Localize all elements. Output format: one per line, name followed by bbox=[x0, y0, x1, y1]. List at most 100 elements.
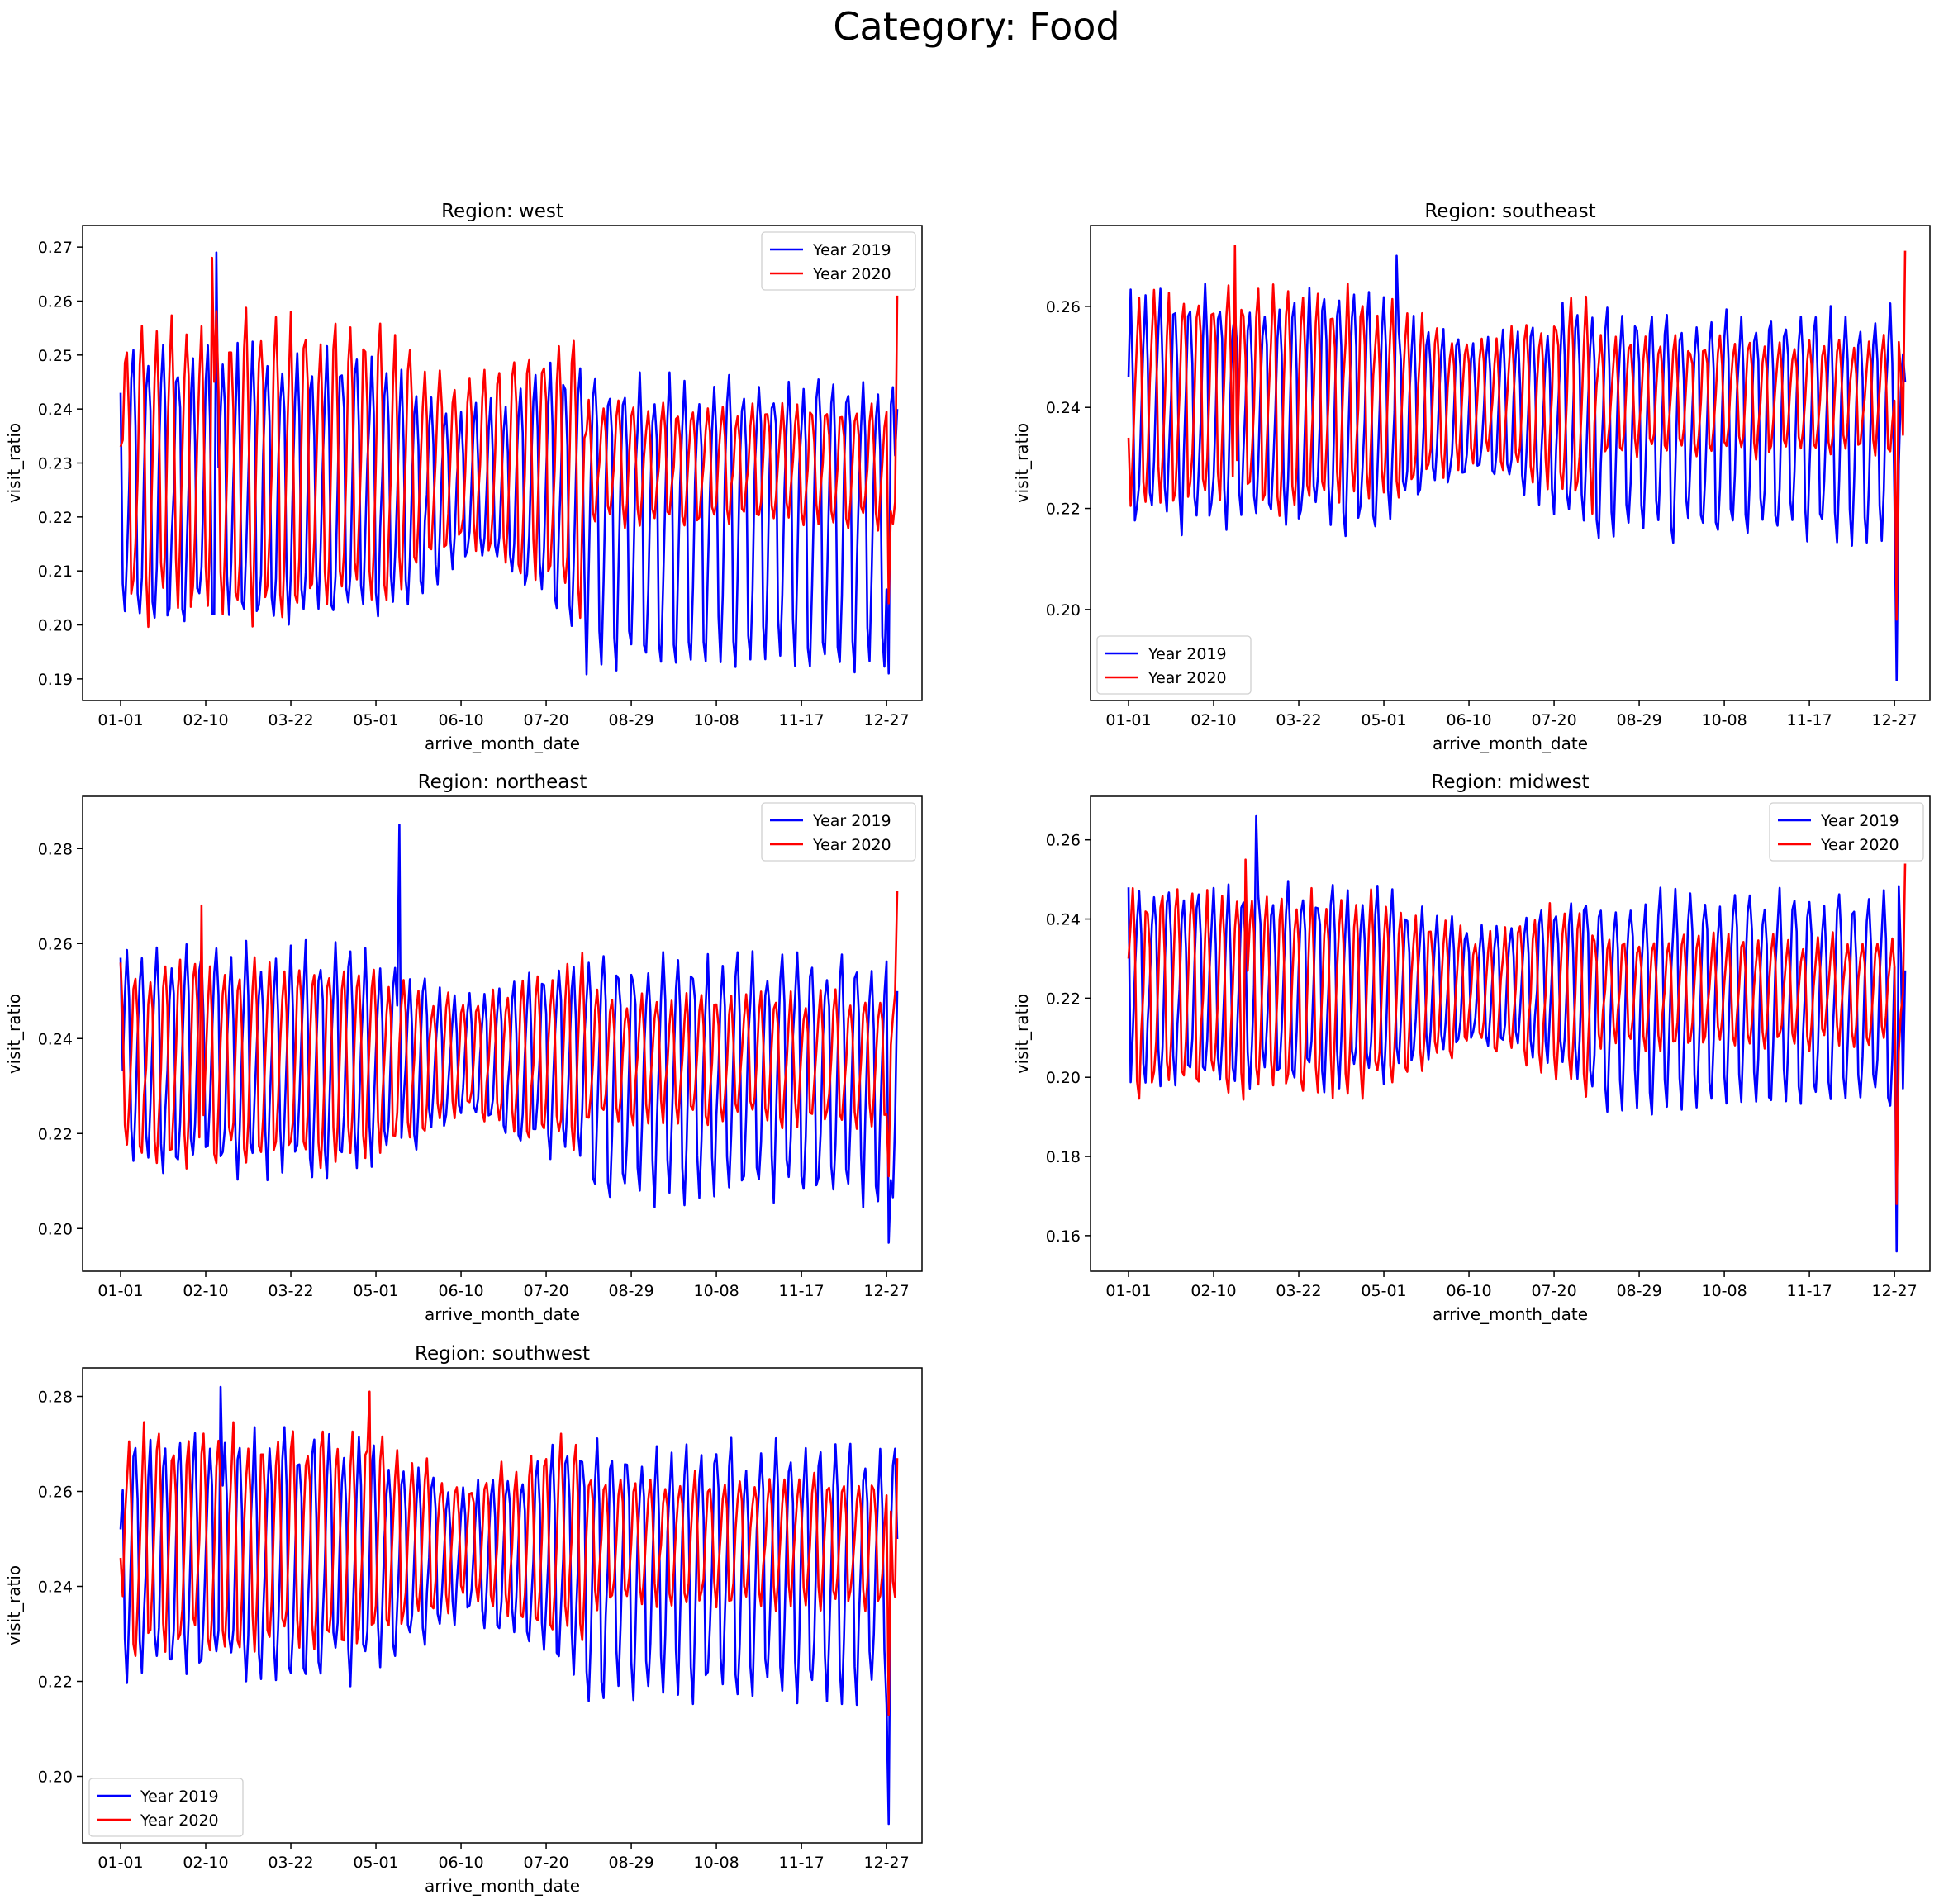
x-tick-label: 01-01 bbox=[97, 1854, 143, 1872]
y-tick-label: 0.26 bbox=[1046, 832, 1081, 850]
y-tick-label: 0.26 bbox=[38, 1484, 73, 1502]
y-tick-label: 0.21 bbox=[38, 563, 73, 581]
y-axis-label: visit_ratio bbox=[1012, 994, 1032, 1074]
series-line-year-2020 bbox=[1127, 245, 1907, 621]
x-tick-label: 06-10 bbox=[438, 1282, 483, 1300]
legend-label-year-2020: Year 2020 bbox=[812, 265, 891, 283]
x-tick-label: 07-20 bbox=[523, 1854, 568, 1872]
x-tick-label: 12-27 bbox=[864, 1854, 910, 1872]
y-tick-label: 0.27 bbox=[38, 239, 73, 257]
legend-box bbox=[1769, 802, 1924, 862]
x-tick-label: 05-01 bbox=[353, 711, 398, 729]
panel-title: Region: west bbox=[441, 201, 563, 222]
y-tick-label: 0.24 bbox=[1046, 911, 1081, 929]
legend-label-year-2019: Year 2019 bbox=[1820, 812, 1899, 830]
legend-box bbox=[1096, 635, 1252, 695]
x-tick-label: 10-08 bbox=[693, 1282, 739, 1300]
x-axis-label: arrive_month_date bbox=[425, 1876, 580, 1896]
legend-box bbox=[761, 231, 916, 291]
x-tick-label: 10-08 bbox=[693, 711, 739, 729]
y-tick-label: 0.18 bbox=[1046, 1148, 1081, 1166]
x-tick-label: 03-22 bbox=[268, 1282, 313, 1300]
x-tick-label: 05-01 bbox=[353, 1854, 398, 1872]
figure-suptitle: Category: Food bbox=[833, 4, 1119, 49]
panel-southwest: Region: southwest 0.20 0.22 0.24 0.26 0.28 01-… bbox=[4, 1343, 923, 1896]
legend-label-year-2019: Year 2019 bbox=[812, 241, 891, 259]
y-axis-label: visit_ratio bbox=[1012, 423, 1032, 503]
panel-title: Region: southeast bbox=[1424, 201, 1595, 222]
legend-label-year-2019: Year 2019 bbox=[140, 1788, 219, 1806]
series-line-year-2020 bbox=[119, 1390, 899, 1716]
axes-frame bbox=[82, 795, 923, 1272]
y-tick-label: 0.26 bbox=[1046, 298, 1081, 316]
x-axis-label: arrive_month_date bbox=[1433, 1304, 1588, 1324]
y-tick-label: 0.20 bbox=[1046, 1069, 1081, 1087]
x-tick-label: 02-10 bbox=[183, 1854, 228, 1872]
x-tick-label: 11-17 bbox=[1787, 711, 1832, 729]
legend-label-year-2019: Year 2019 bbox=[812, 812, 891, 830]
x-tick-label: 03-22 bbox=[268, 711, 313, 729]
x-tick-label: 05-01 bbox=[1361, 1282, 1406, 1300]
x-tick-label: 02-10 bbox=[1190, 711, 1236, 729]
series-line-year-2019 bbox=[119, 1385, 899, 1826]
y-tick-label: 0.28 bbox=[38, 840, 73, 858]
y-tick-label: 0.24 bbox=[1046, 399, 1081, 417]
y-tick-label: 0.22 bbox=[38, 509, 73, 527]
x-tick-label: 03-22 bbox=[1276, 711, 1321, 729]
x-tick-label: 11-17 bbox=[779, 1854, 825, 1872]
x-tick-label: 12-27 bbox=[1872, 711, 1918, 729]
y-axis-label: visit_ratio bbox=[4, 994, 24, 1074]
legend-box bbox=[761, 802, 916, 862]
y-tick-label: 0.24 bbox=[38, 401, 73, 419]
panel-title: Region: southwest bbox=[415, 1343, 590, 1365]
y-axis-label: visit_ratio bbox=[4, 423, 24, 503]
x-tick-label: 08-29 bbox=[608, 1282, 653, 1300]
x-tick-label: 08-29 bbox=[1616, 1282, 1661, 1300]
x-tick-label: 12-27 bbox=[1872, 1282, 1918, 1300]
x-tick-label: 03-22 bbox=[1276, 1282, 1321, 1300]
legend-label-year-2020: Year 2020 bbox=[1148, 669, 1227, 687]
series-line-year-2019 bbox=[119, 824, 899, 1244]
x-tick-label: 11-17 bbox=[1787, 1282, 1832, 1300]
x-tick-label: 01-01 bbox=[97, 1282, 143, 1300]
x-tick-label: 06-10 bbox=[1446, 711, 1491, 729]
x-axis-label: arrive_month_date bbox=[1433, 734, 1588, 753]
x-tick-label: 01-01 bbox=[97, 711, 143, 729]
y-tick-label: 0.26 bbox=[38, 292, 73, 311]
x-tick-label: 07-20 bbox=[1531, 711, 1576, 729]
y-tick-label: 0.24 bbox=[38, 1579, 73, 1597]
y-tick-label: 0.22 bbox=[1046, 501, 1081, 519]
x-tick-label: 02-10 bbox=[183, 711, 228, 729]
x-tick-label: 07-20 bbox=[1531, 1282, 1576, 1300]
y-tick-label: 0.26 bbox=[38, 935, 73, 953]
y-tick-label: 0.23 bbox=[38, 455, 73, 473]
x-tick-label: 06-10 bbox=[438, 711, 483, 729]
legend: Year 2019 Year 2020 bbox=[88, 1778, 244, 1837]
x-tick-label: 08-29 bbox=[608, 1854, 653, 1872]
panel-title: Region: midwest bbox=[1431, 772, 1589, 793]
x-tick-label: 08-29 bbox=[1616, 711, 1661, 729]
panel-midwest: Region: midwest 0.16 0.18 0.20 0.22 0.24 0.26 0… bbox=[1012, 772, 1931, 1324]
panel-title: Region: northeast bbox=[418, 772, 587, 793]
panels: Region: west 0.19 0.20 0.21 0.22 0.23 0.24 0.25… bbox=[4, 201, 1931, 1896]
y-tick-label: 0.28 bbox=[38, 1389, 73, 1407]
x-tick-label: 12-27 bbox=[864, 1282, 910, 1300]
x-tick-label: 11-17 bbox=[779, 1282, 825, 1300]
legend-label-year-2019: Year 2019 bbox=[1148, 645, 1227, 663]
legend-label-year-2020: Year 2020 bbox=[812, 836, 891, 854]
legend: Year 2019 Year 2020 bbox=[1769, 802, 1924, 862]
legend-label-year-2020: Year 2020 bbox=[140, 1811, 219, 1830]
x-tick-label: 02-10 bbox=[1190, 1282, 1236, 1300]
x-tick-label: 10-08 bbox=[1701, 711, 1747, 729]
panel-northeast: Region: northeast 0.20 0.22 0.24 0.26 0.28 01-… bbox=[4, 772, 923, 1324]
y-tick-label: 0.25 bbox=[38, 347, 73, 365]
x-tick-label: 10-08 bbox=[693, 1854, 739, 1872]
y-tick-label: 0.22 bbox=[1046, 990, 1081, 1008]
series-line-year-2019 bbox=[1127, 254, 1907, 681]
y-tick-label: 0.19 bbox=[38, 671, 73, 689]
series-line-year-2020 bbox=[119, 256, 899, 629]
y-tick-label: 0.24 bbox=[38, 1030, 73, 1048]
y-tick-label: 0.22 bbox=[38, 1674, 73, 1692]
legend-box bbox=[88, 1778, 244, 1837]
